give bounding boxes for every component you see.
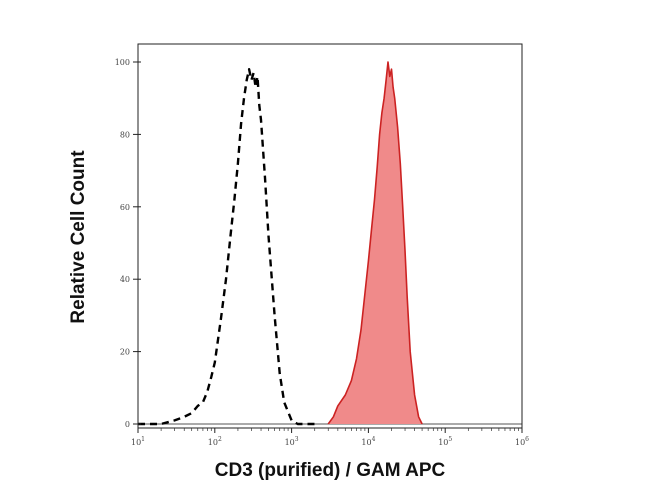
series-1-area bbox=[328, 62, 423, 424]
y-tick-label: 0 bbox=[125, 420, 130, 429]
y-tick-label: 40 bbox=[120, 275, 130, 284]
x-axis-title: CD3 (purified) / GAM APC bbox=[215, 460, 446, 481]
x-tick-label: 105 bbox=[438, 436, 452, 447]
y-tick-label: 100 bbox=[115, 58, 130, 67]
x-tick-label: 102 bbox=[208, 436, 222, 447]
x-tick-label: 104 bbox=[361, 436, 375, 447]
axes: 0 20 40 60 80 100 101 102 103 104 105 106 bbox=[115, 43, 529, 447]
y-axis-title: Relative Cell Count bbox=[68, 150, 89, 324]
plot-frame bbox=[137, 43, 523, 429]
x-tick-label: 101 bbox=[131, 436, 145, 447]
y-tick-label: 80 bbox=[120, 130, 130, 139]
y-tick-label: 60 bbox=[120, 203, 130, 212]
series-1-line bbox=[327, 61, 423, 425]
series-0-line bbox=[138, 68, 315, 426]
plot-area bbox=[138, 61, 522, 426]
x-tick-label: 106 bbox=[515, 436, 529, 447]
x-tick-label: 103 bbox=[285, 436, 299, 447]
y-tick-label: 20 bbox=[120, 348, 130, 357]
